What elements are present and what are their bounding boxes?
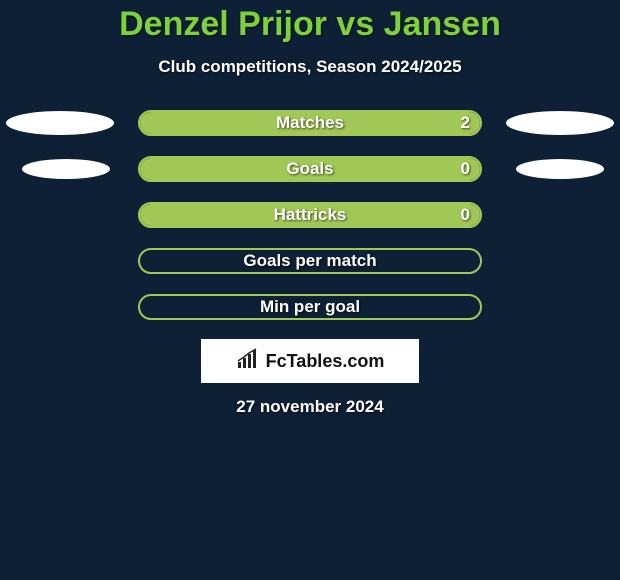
stat-bar: Hattricks0 bbox=[138, 202, 482, 228]
player-right-marker bbox=[506, 111, 614, 135]
stat-bar: Goals0 bbox=[138, 156, 482, 182]
stat-value-right: 2 bbox=[461, 113, 470, 133]
stat-row: Min per goal bbox=[0, 293, 620, 321]
stat-bar: Goals per match bbox=[138, 248, 482, 274]
stat-bar: Min per goal bbox=[138, 294, 482, 320]
page-title: Denzel Prijor vs Jansen bbox=[0, 0, 620, 43]
date-text: 27 november 2024 bbox=[0, 397, 620, 417]
stat-row: Matches2 bbox=[0, 109, 620, 137]
stat-label: Goals per match bbox=[140, 251, 480, 271]
logo-text: FcTables.com bbox=[266, 351, 385, 372]
player-left-marker bbox=[22, 159, 110, 179]
stat-value-right: 0 bbox=[461, 159, 470, 179]
player-right-marker bbox=[516, 159, 604, 179]
stats-chart: Matches2Goals0Hattricks0Goals per matchM… bbox=[0, 109, 620, 321]
stat-row: Goals0 bbox=[0, 155, 620, 183]
stat-row: Goals per match bbox=[0, 247, 620, 275]
stat-label: Matches bbox=[140, 113, 480, 133]
stat-row: Hattricks0 bbox=[0, 201, 620, 229]
bar-chart-icon bbox=[236, 348, 260, 375]
stat-label: Hattricks bbox=[140, 205, 480, 225]
stat-label: Min per goal bbox=[140, 297, 480, 317]
stat-label: Goals bbox=[140, 159, 480, 179]
logo-box: FcTables.com bbox=[201, 339, 419, 383]
comparison-infographic: Denzel Prijor vs Jansen Club competition… bbox=[0, 0, 620, 580]
stat-bar: Matches2 bbox=[138, 110, 482, 136]
stat-value-right: 0 bbox=[461, 205, 470, 225]
page-subtitle: Club competitions, Season 2024/2025 bbox=[0, 57, 620, 77]
player-left-marker bbox=[6, 111, 114, 135]
